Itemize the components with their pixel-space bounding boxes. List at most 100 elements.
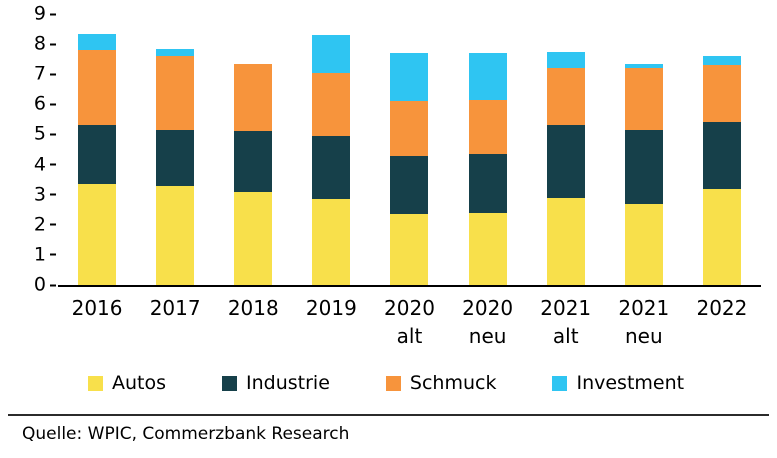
legend-label-schmuck: Schmuck (409, 372, 497, 394)
bar-segment-schmuck (312, 72, 351, 136)
bar-segment-investment (390, 53, 429, 102)
y-tick-value: 0 (33, 273, 46, 296)
bar-segment-investment (468, 53, 507, 100)
bar-segment-industrie (234, 131, 273, 192)
bar-column-2022 (683, 14, 761, 285)
source-note: Quelle: WPIC, Commerzbank Research (22, 424, 350, 444)
stacked-bar-2019 (312, 14, 351, 285)
bar-segment-industrie (624, 129, 663, 204)
bar-column-2018 (214, 14, 292, 285)
bar-segment-schmuck (234, 63, 273, 132)
y-tick-value: 1 (33, 243, 46, 266)
x-tick-label-2022: 2022 (696, 296, 748, 320)
legend-swatch-schmuck (385, 375, 401, 391)
y-tick-label-6: 6 (33, 92, 56, 115)
bar-segment-investment (156, 48, 195, 57)
stacked-bar-2021-neu (624, 14, 663, 285)
legend-swatch-autos (88, 375, 103, 391)
bar-column-2016 (58, 14, 136, 285)
y-tick-mark (50, 253, 56, 256)
bar-column-2020-alt (370, 14, 448, 285)
bar-segment-industrie (468, 154, 507, 213)
bar-segment-industrie (78, 125, 117, 185)
bar-segment-autos (546, 197, 585, 285)
y-tick-label-5: 5 (33, 122, 56, 145)
legend-swatch-industrie (222, 375, 238, 391)
bar-segment-schmuck (78, 50, 117, 126)
y-tick-mark (50, 193, 56, 196)
y-tick-mark (50, 163, 56, 166)
bar-segment-investment (702, 56, 741, 66)
y-tick-mark (50, 223, 56, 226)
bar-segment-schmuck (702, 65, 741, 123)
y-tick-value: 9 (33, 2, 46, 25)
plot-area (58, 14, 761, 287)
bar-segment-schmuck (156, 56, 195, 130)
y-tick-value: 5 (33, 122, 46, 145)
bar-column-2019 (292, 14, 370, 285)
y-tick-value: 8 (33, 32, 46, 55)
y-tick-mark (50, 284, 56, 286)
bar-segment-investment (546, 51, 585, 69)
x-tick-label-2020-alt: 2020 alt (384, 296, 435, 348)
y-tick-label-3: 3 (34, 185, 56, 204)
bars-container (58, 14, 761, 285)
y-tick-value: 6 (33, 92, 46, 115)
legend-swatch-investment (552, 375, 568, 391)
bar-segment-schmuck (390, 101, 429, 156)
bar-segment-investment (624, 63, 663, 69)
legend-item-investment: Investment (552, 372, 684, 394)
bar-segment-industrie (156, 129, 195, 186)
legend-item-industrie: Industrie (222, 372, 330, 394)
y-tick-mark (50, 133, 56, 136)
bar-column-2020-neu (449, 14, 527, 285)
bar-segment-schmuck (468, 99, 507, 155)
bar-segment-schmuck (546, 68, 585, 126)
bar-segment-schmuck (624, 68, 663, 130)
y-tick-value: 7 (33, 62, 46, 85)
y-tick-mark (50, 103, 56, 106)
stacked-bar-2022 (702, 14, 741, 285)
bar-segment-investment (78, 33, 117, 51)
x-tick-label-2017: 2017 (149, 296, 201, 320)
bar-column-2017 (136, 14, 214, 285)
stacked-bar-2020-neu (468, 14, 507, 285)
bar-segment-investment (312, 35, 351, 73)
bar-segment-autos (390, 214, 429, 285)
stacked-bar-2020-alt (390, 14, 429, 285)
y-tick-value: 4 (33, 153, 46, 176)
y-tick-label-8: 8 (33, 32, 56, 55)
bar-segment-industrie (312, 135, 351, 200)
y-tick-label-0: 0 (33, 273, 56, 296)
stacked-bar-2018 (234, 14, 273, 285)
y-tick-label-7: 7 (33, 62, 56, 85)
x-tick-label-2021-neu: 2021 neu (618, 296, 670, 348)
y-tick-label-2: 2 (34, 215, 56, 234)
bar-column-2021-alt (527, 14, 605, 285)
bar-segment-autos (702, 188, 741, 285)
y-tick-label-1: 1 (34, 245, 56, 264)
stacked-bar-2017 (156, 14, 195, 285)
bar-segment-industrie (546, 125, 585, 198)
legend-item-schmuck: Schmuck (385, 372, 497, 394)
bar-column-2021-neu (605, 14, 683, 285)
legend: Autos Industrie Schmuck Investment (88, 372, 684, 394)
bar-segment-autos (624, 203, 663, 285)
legend-label-autos: Autos (112, 372, 167, 394)
x-tick-label-2019: 2019 (305, 296, 357, 320)
y-tick-label-9: 9 (33, 2, 56, 25)
bar-segment-autos (156, 185, 195, 285)
y-tick-mark (50, 43, 56, 46)
x-axis: 2016 2017 2018 2019 2020 alt 2020 neu 2021 alt… (58, 294, 761, 350)
legend-item-autos: Autos (88, 372, 166, 394)
y-tick-mark (50, 73, 56, 76)
bar-segment-autos (468, 212, 507, 285)
x-tick-label-2020-neu: 2020 neu (462, 296, 514, 348)
y-tick-mark (50, 13, 56, 15)
footer-divider (8, 414, 769, 416)
x-tick-label-2016: 2016 (71, 296, 123, 320)
bar-segment-autos (312, 199, 351, 285)
bar-segment-autos (78, 184, 117, 285)
stacked-bar-2021-alt (546, 14, 585, 285)
